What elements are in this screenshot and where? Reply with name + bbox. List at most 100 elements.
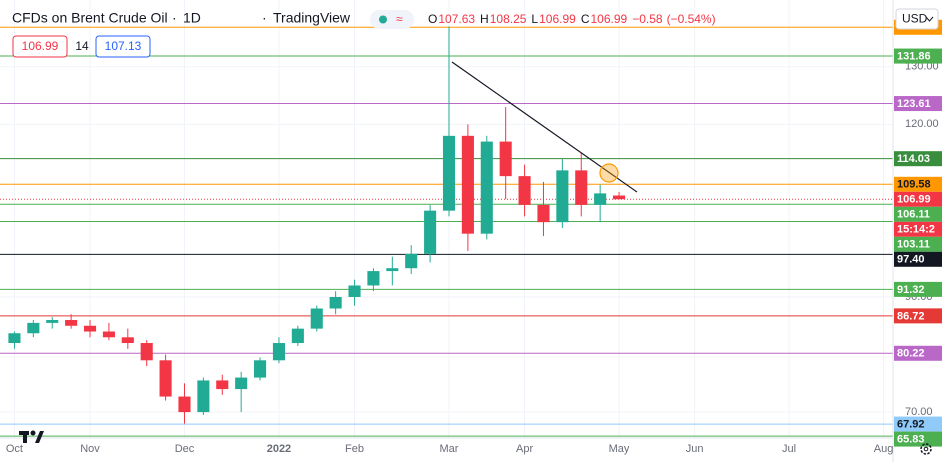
x-tick-label: May [609,443,630,455]
candle-body [216,380,229,390]
candle-body [27,322,40,334]
level-label-box [894,431,942,447]
x-tick-label: Jun [686,443,704,455]
settings-hub [923,446,929,452]
candle-body [556,170,569,223]
candle-body [178,396,191,413]
sell-button[interactable] [12,35,68,58]
countdown: 15:14:2 [897,224,935,236]
logo-part [23,431,27,443]
settings-gear[interactable] [920,443,932,455]
candle-body [140,343,153,361]
ohlc-key: C [581,12,590,26]
candle-body [518,176,531,205]
level-label: 65.83 [897,433,925,445]
level-label: 131.86 [897,50,931,62]
level-label-box [894,236,942,252]
level-label-box [894,345,942,361]
candle-body [8,333,21,344]
ohlc-value: 106.99 [539,12,576,26]
level-label: 109.58 [897,179,931,191]
candle-body [197,380,210,413]
candle-body [386,268,399,272]
level-label: 86.72 [897,310,925,322]
candle-body [83,325,97,332]
y-tick-label: 120.00 [905,118,939,130]
level-label: 114.03 [897,153,930,165]
currency-button[interactable] [895,8,939,30]
level-label-box [894,176,942,192]
grid [0,0,893,438]
settings[interactable] [920,443,932,455]
candles [8,26,626,424]
change-percent: (−0.54%) [667,12,716,26]
level-label: 106.99 [897,194,931,206]
level-label: 106.11 [897,209,930,221]
status-pill[interactable] [370,10,414,29]
separator: · [172,10,177,26]
buy-price[interactable]: 107.13 [105,39,142,53]
ohlc: O 107.63 H 108.25 L 106.99 C 106.99 −0.58 (−0.54%… [428,12,716,26]
level-label-box [894,96,942,112]
candle-body [405,253,418,269]
candle-body [612,195,626,200]
level-label-box [894,251,942,267]
x-tick-label: Apr [516,443,533,455]
candle-body [46,320,59,323]
level-label-box [894,206,942,222]
x-tick-label: Mar [440,443,459,455]
buy-button[interactable] [95,35,151,58]
change: −0.58 [632,12,663,26]
candle-body [367,271,380,286]
candle-body [102,331,115,338]
y-tick-label: 70.00 [905,406,933,418]
ohlc-key: H [480,12,489,26]
logo-part [30,430,36,436]
candle-body [594,193,607,205]
level-label-box [894,221,942,237]
ohlc-value: 107.63 [438,12,475,26]
candle-body [499,141,512,177]
level-label-box [894,416,942,432]
candle-body [159,360,172,397]
x-tick-label: Nov [80,443,100,455]
level-label: 67.92 [897,418,925,430]
level-label: 97.40 [897,254,925,266]
source: TradingView [273,10,351,26]
ohlc-key: L [531,12,538,26]
x-tick-label: Dec [175,443,195,455]
candle-body [235,377,248,390]
level-label-box [894,48,942,64]
logo-part [35,431,44,443]
candle-body [424,210,437,254]
sell-price[interactable]: 106.99 [22,39,59,53]
candle-body [461,135,474,234]
candle-body [575,170,588,205]
x-tick-label: Jul [782,443,796,455]
ohlc-key: O [428,12,437,26]
candle-body [310,308,323,329]
level-label: 123.61 [897,98,931,110]
status-dot [379,15,387,24]
candle-body [329,296,342,309]
highlight-circle [599,163,619,183]
interval: 1D [183,10,201,26]
currency[interactable]: USD [902,12,928,26]
ohlc-value: 106.99 [590,12,627,26]
candle-body [442,135,456,211]
candle-body [291,328,304,344]
x-tick-label: Feb [345,443,364,455]
level-label-box [894,151,942,167]
candle-body [65,320,78,326]
x-tick-label: Aug [874,443,894,455]
level-label: 103.11 [897,239,930,251]
logo [19,430,44,443]
x-tick-label: Oct [6,443,23,455]
level-label: 91.32 [897,284,925,296]
level-label-box [894,191,942,207]
levels [0,26,893,437]
status-icon: ≈ [396,12,403,26]
candle-body [480,141,493,234]
